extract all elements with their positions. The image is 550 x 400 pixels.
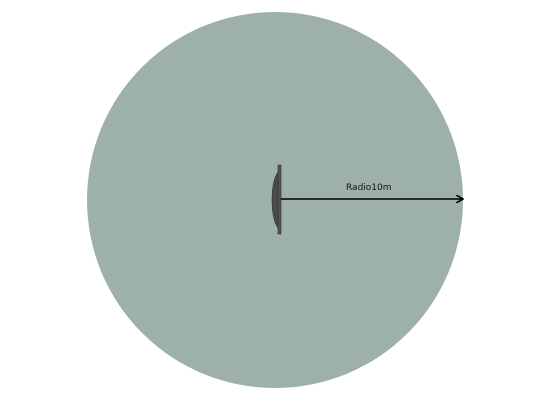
radius-label: Radio10m [346,183,392,193]
wall-mounted-device-icon [271,164,282,235]
